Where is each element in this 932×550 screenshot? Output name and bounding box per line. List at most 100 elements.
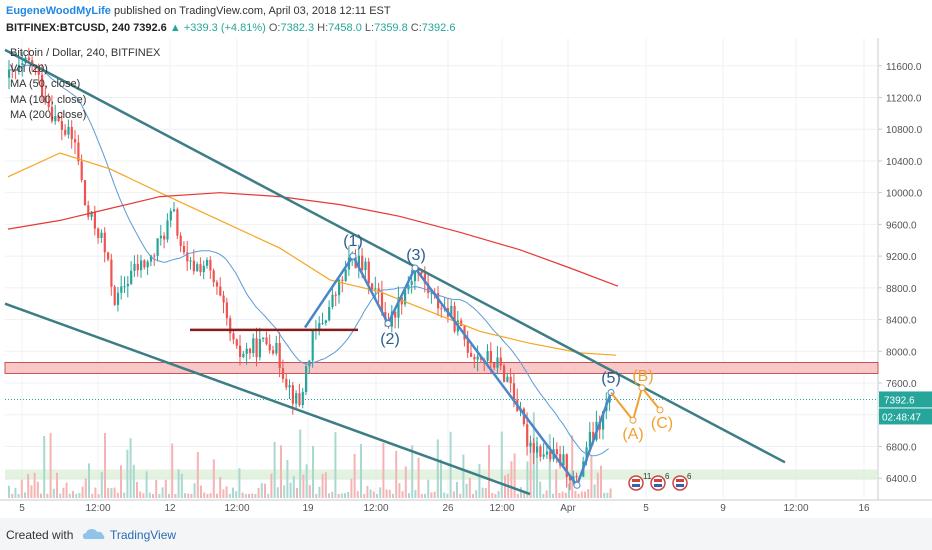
candle-body bbox=[199, 264, 202, 273]
legend-ma50: MA (50, close) bbox=[10, 78, 81, 90]
publish-info: EugeneWoodMyLife published on TradingVie… bbox=[6, 5, 391, 17]
volume-bar bbox=[248, 493, 250, 498]
chart-background bbox=[0, 38, 932, 518]
volume-bar bbox=[30, 485, 33, 498]
volume-bar bbox=[488, 444, 490, 498]
volume-bar bbox=[302, 474, 305, 498]
countdown-tag-label: 02:48:47 bbox=[882, 412, 921, 423]
candle-body bbox=[509, 376, 512, 384]
close-label: C: bbox=[410, 22, 422, 34]
candle-body bbox=[427, 283, 430, 293]
candle-body bbox=[93, 211, 96, 229]
volume-bar bbox=[420, 493, 423, 498]
flag-icon bbox=[628, 475, 644, 491]
volume-bar bbox=[17, 493, 20, 498]
price-chart[interactable]: 6400.06800.07200.07600.08000.08400.08800… bbox=[0, 38, 932, 518]
chart-header: EugeneWoodMyLife published on TradingVie… bbox=[0, 0, 932, 38]
candle-body bbox=[100, 232, 103, 239]
event-count: 6 bbox=[665, 472, 670, 481]
candle-body bbox=[232, 333, 235, 340]
candle-body bbox=[107, 252, 110, 260]
candle-body bbox=[539, 446, 542, 457]
candle-body bbox=[209, 259, 212, 271]
candle-body bbox=[404, 289, 407, 305]
candle-body bbox=[526, 424, 529, 447]
volume-bar bbox=[184, 493, 186, 498]
candle-body bbox=[67, 126, 70, 135]
volume-bar bbox=[305, 464, 308, 498]
candle-body bbox=[123, 286, 126, 288]
volume-bar bbox=[462, 454, 465, 498]
candle-body bbox=[222, 295, 225, 303]
volume-bar bbox=[251, 493, 254, 498]
candle-body bbox=[265, 337, 268, 345]
volume-bar bbox=[152, 493, 154, 498]
volume-bar bbox=[555, 469, 558, 498]
time-tick-label: 19 bbox=[302, 503, 314, 514]
candle-body bbox=[328, 307, 331, 321]
volume-bar bbox=[430, 492, 433, 498]
volume-bar bbox=[270, 473, 273, 498]
volume-bar bbox=[190, 493, 193, 498]
projection-point bbox=[638, 384, 646, 392]
candle-body bbox=[262, 337, 265, 340]
candle-body bbox=[549, 451, 552, 460]
projection-point bbox=[629, 416, 637, 424]
volume-bar bbox=[280, 445, 282, 498]
volume-bar bbox=[164, 479, 167, 498]
candle-body bbox=[275, 342, 278, 354]
volume-bar bbox=[584, 491, 586, 498]
candle-body bbox=[506, 376, 509, 382]
volume-bar bbox=[81, 486, 84, 498]
candle-body bbox=[285, 378, 288, 388]
candle-body bbox=[268, 344, 271, 351]
wave-label: (C) bbox=[651, 415, 673, 432]
volume-bar bbox=[600, 465, 602, 498]
author-link[interactable]: EugeneWoodMyLife bbox=[6, 5, 111, 17]
ma200-line bbox=[7, 192, 619, 287]
volume-bar bbox=[564, 492, 567, 498]
volume-bar bbox=[340, 493, 343, 498]
flag-stripe bbox=[676, 479, 684, 482]
candle-body bbox=[97, 228, 100, 239]
candle-body bbox=[140, 260, 143, 271]
volume-bar bbox=[478, 464, 481, 498]
open-label: O: bbox=[268, 22, 281, 34]
volume-bar bbox=[440, 459, 442, 498]
candle-body bbox=[291, 385, 294, 404]
time-tick-label: 12:00 bbox=[224, 503, 249, 514]
event-marker[interactable]: 6 bbox=[650, 472, 670, 491]
legend-ma200: MA (200, close) bbox=[10, 109, 87, 121]
candle-body bbox=[163, 235, 166, 240]
wave-label: (A) bbox=[622, 426, 643, 443]
abc-projection-path bbox=[610, 385, 661, 423]
volume-bar bbox=[292, 476, 295, 498]
volume-bar bbox=[523, 490, 526, 498]
volume-bar bbox=[222, 489, 225, 498]
time-tick-label: 16 bbox=[858, 503, 870, 514]
candle-body bbox=[344, 269, 347, 281]
volume-bar bbox=[174, 493, 177, 498]
candle-body bbox=[572, 476, 575, 481]
price-tick-label: 11200.0 bbox=[886, 93, 922, 104]
elliott-wave-path bbox=[303, 253, 613, 488]
candle-body bbox=[278, 342, 281, 369]
candle-body bbox=[235, 339, 238, 346]
volume-bar bbox=[497, 491, 500, 498]
resistance-zone bbox=[4, 361, 879, 374]
event-marker[interactable]: 6 bbox=[672, 472, 692, 491]
volume-bar bbox=[577, 493, 580, 498]
event-marker[interactable]: 11 bbox=[628, 472, 652, 491]
candle-body bbox=[394, 311, 397, 318]
tradingview-brand[interactable]: TradingView bbox=[110, 528, 177, 542]
candle-body bbox=[212, 270, 215, 283]
flag-stripe bbox=[654, 484, 662, 487]
volume-bar bbox=[593, 484, 596, 498]
candle-body bbox=[308, 360, 311, 367]
volume-bar bbox=[36, 481, 39, 498]
price-tick-label: 9600.0 bbox=[886, 220, 917, 231]
candle-body bbox=[476, 356, 479, 360]
candle-body bbox=[77, 142, 80, 162]
volume-bar bbox=[331, 491, 334, 498]
volume-bar bbox=[283, 485, 286, 498]
